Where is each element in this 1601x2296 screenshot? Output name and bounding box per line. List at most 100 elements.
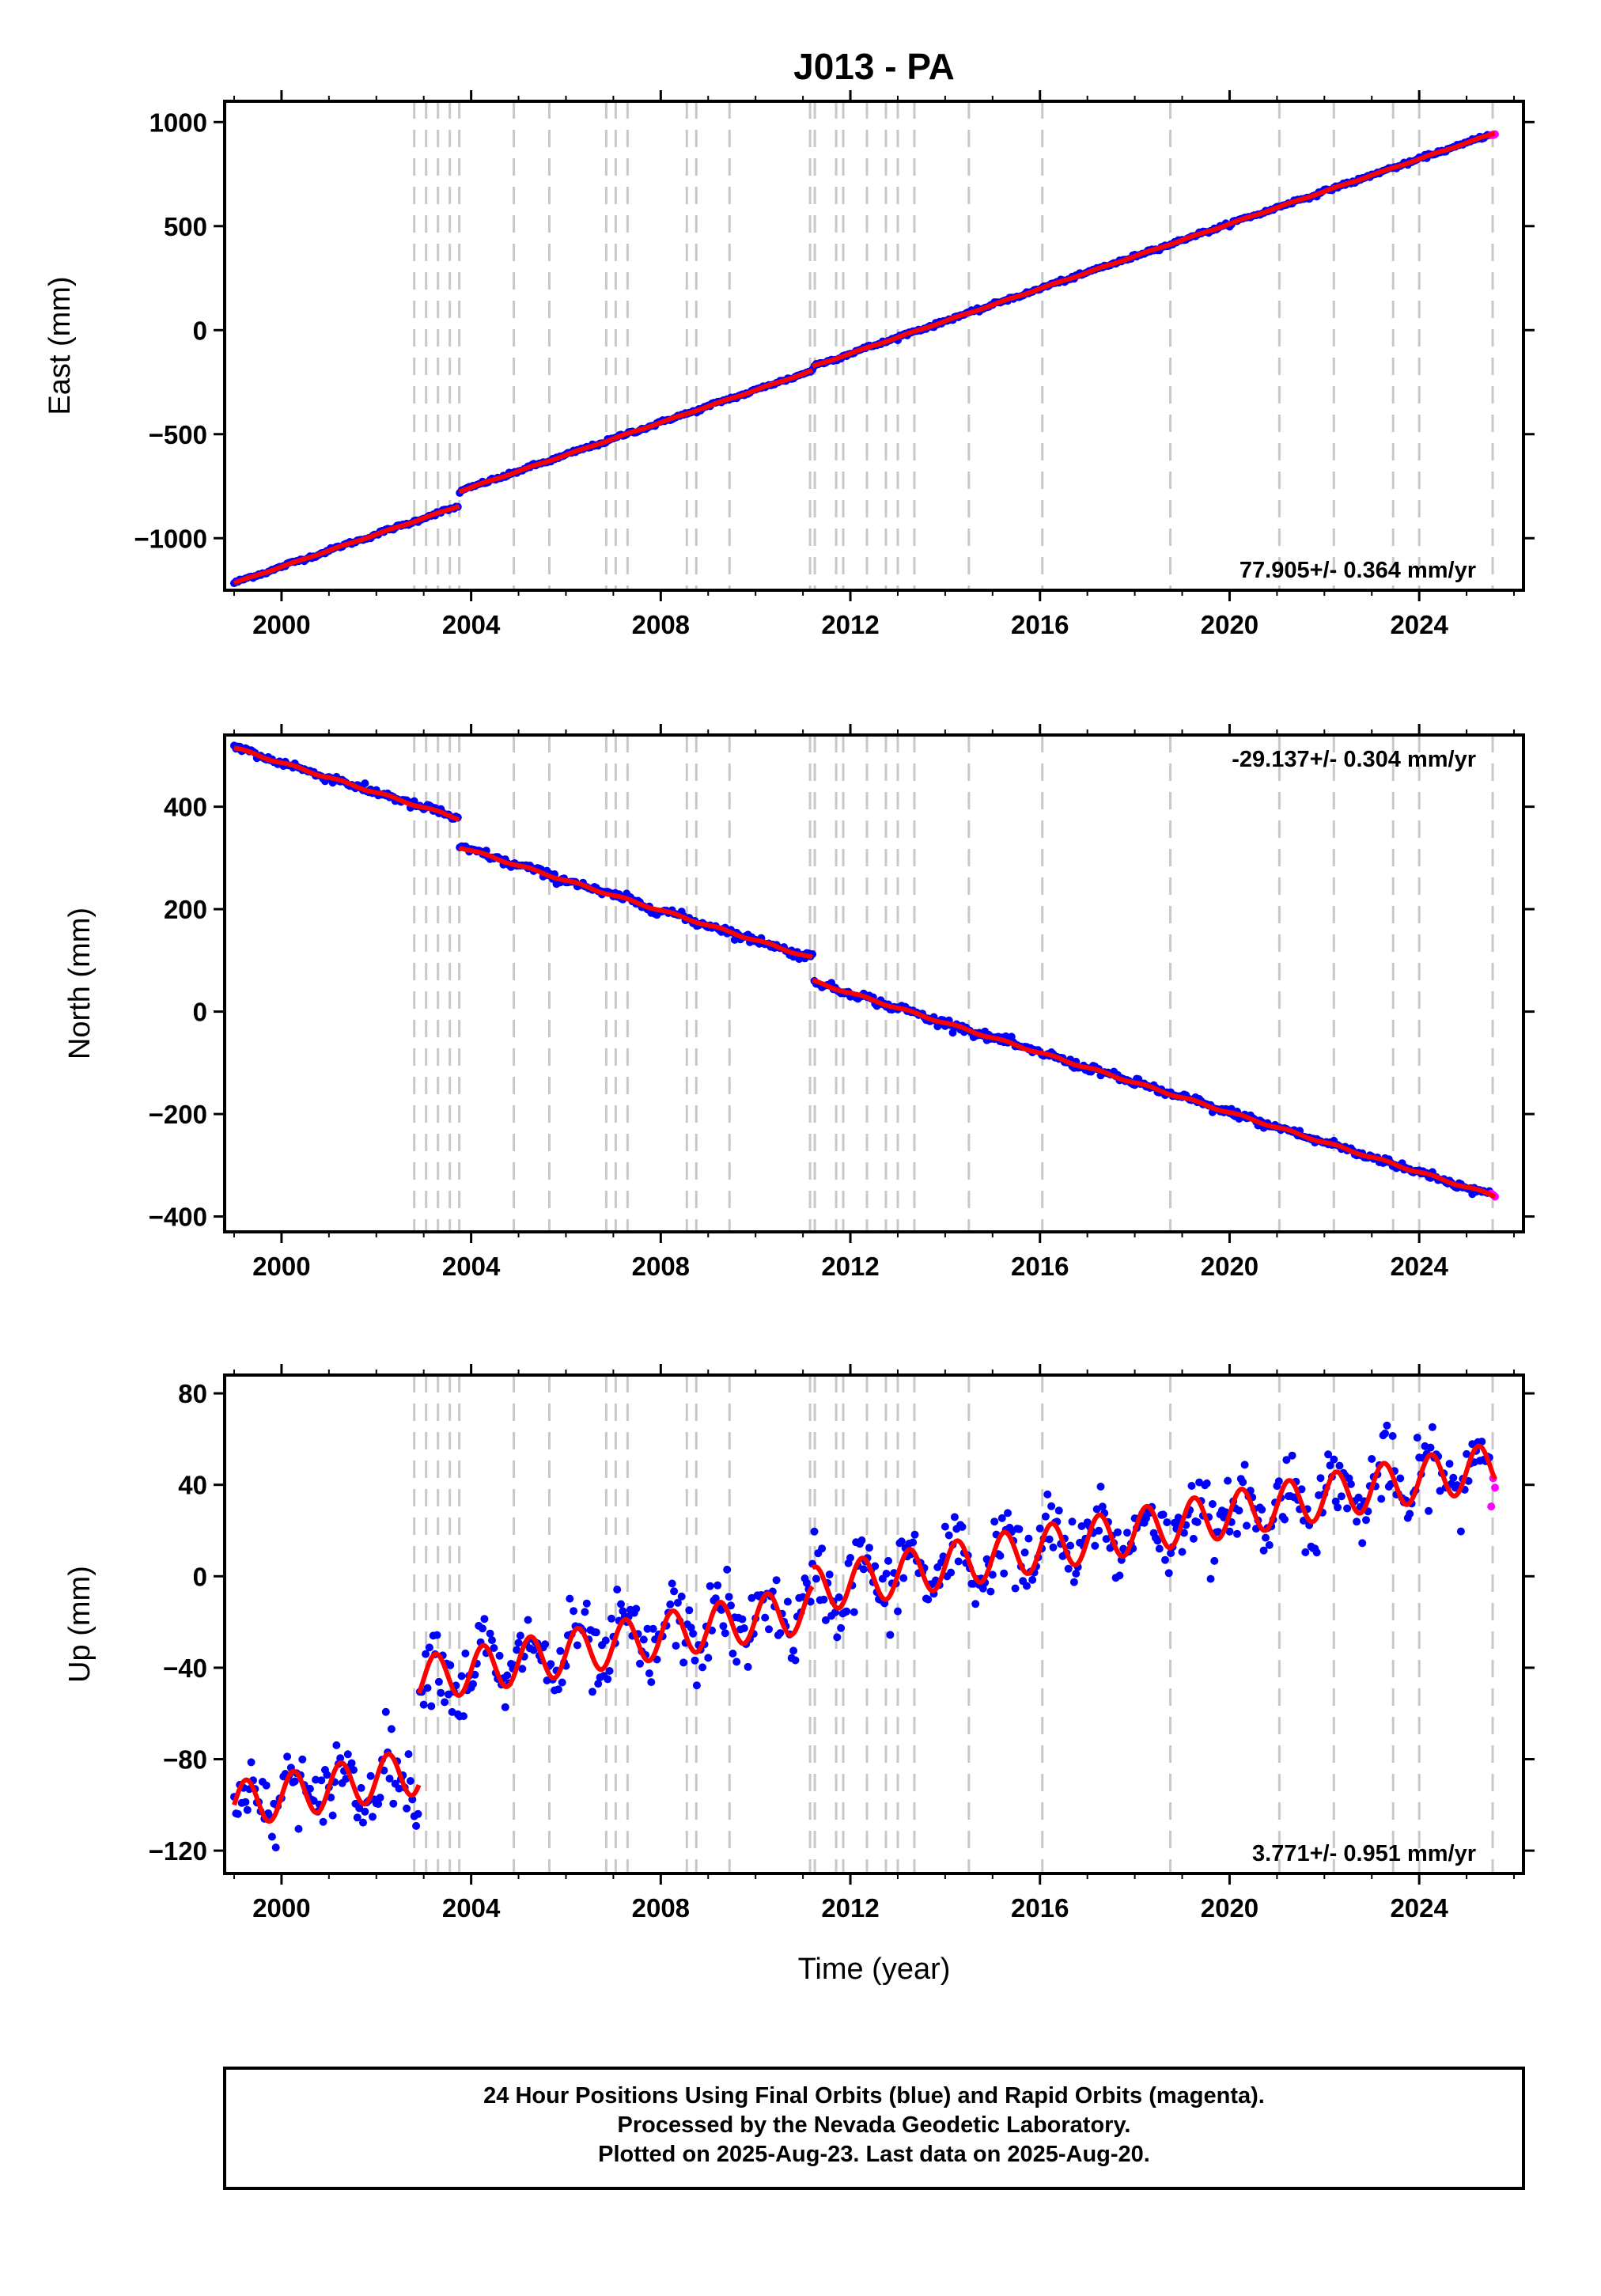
final-orbit-point xyxy=(446,1661,455,1669)
final-orbit-point xyxy=(514,1639,523,1647)
final-orbit-point xyxy=(1000,1569,1009,1578)
final-orbit-point xyxy=(691,1656,699,1665)
final-orbit-point xyxy=(513,1646,521,1654)
final-orbit-point xyxy=(414,1809,422,1818)
final-orbit-point xyxy=(1069,1578,1078,1586)
final-orbit-point xyxy=(1047,1502,1056,1510)
final-orbit-point xyxy=(1243,1521,1251,1530)
final-orbit-point xyxy=(1425,1506,1433,1515)
final-orbit-point xyxy=(988,1570,997,1579)
final-orbit-point xyxy=(1413,1434,1421,1442)
final-orbit-point xyxy=(1072,1570,1081,1578)
final-orbit-point xyxy=(1068,1517,1077,1526)
final-orbit-point xyxy=(776,1629,785,1638)
final-orbit-point xyxy=(698,1663,707,1672)
rapid-orbit-point xyxy=(1487,1502,1496,1511)
y-tick-label: −120 xyxy=(149,1836,207,1866)
final-orbit-point xyxy=(1478,1438,1486,1446)
final-orbit-point xyxy=(704,1654,713,1662)
final-orbit-point xyxy=(990,1517,999,1526)
final-orbit-point xyxy=(1354,1493,1363,1502)
final-orbit-point xyxy=(636,1659,644,1668)
x-tick-label: 2000 xyxy=(252,1252,310,1281)
final-orbit-point xyxy=(846,1554,854,1562)
final-orbit-point xyxy=(503,1671,512,1680)
final-orbit-point xyxy=(357,1783,365,1792)
footer-line-2: Processed by the Nevada Geodetic Laborat… xyxy=(618,2112,1131,2138)
final-orbit-point xyxy=(1015,1525,1024,1533)
final-orbit-point xyxy=(1377,1495,1386,1503)
model-fit-line xyxy=(233,745,1496,1199)
final-orbit-point xyxy=(886,1631,895,1639)
final-orbit-point xyxy=(971,1600,980,1608)
x-tick-label: 2020 xyxy=(1201,1252,1258,1281)
final-orbit-point xyxy=(672,1642,680,1650)
final-orbit-point xyxy=(1208,1500,1217,1508)
final-orbit-point xyxy=(573,1641,581,1650)
final-orbit-point xyxy=(1282,1456,1291,1464)
final-orbit-point xyxy=(802,1578,811,1587)
x-tick-label: 2004 xyxy=(442,1252,501,1281)
final-orbit-point xyxy=(298,1755,307,1764)
final-orbit-point xyxy=(1028,1575,1037,1584)
final-orbit-point xyxy=(524,1616,532,1624)
final-orbit-point xyxy=(566,1594,574,1603)
final-orbit-point xyxy=(319,1817,327,1826)
final-orbit-point xyxy=(727,1601,735,1610)
final-orbit-point xyxy=(1239,1478,1247,1487)
final-orbit-point xyxy=(347,1759,356,1767)
final-orbit-point xyxy=(262,1781,271,1790)
x-tick-label: 2024 xyxy=(1390,1893,1448,1923)
final-orbit-point xyxy=(1428,1423,1436,1431)
final-orbit-point xyxy=(711,1594,720,1603)
y-axis-label: Up (mm) xyxy=(63,1566,97,1683)
final-orbit-point xyxy=(1331,1497,1340,1506)
y-axis-label: North (mm) xyxy=(63,907,97,1059)
final-orbit-point xyxy=(369,1813,377,1821)
model-fit-line xyxy=(233,131,1496,585)
final-orbit-point xyxy=(857,1536,866,1544)
final-orbit-point xyxy=(1368,1455,1376,1463)
model-fit-line xyxy=(232,1443,1497,1824)
final-orbit-point xyxy=(1330,1455,1338,1464)
final-orbit-point xyxy=(457,1672,466,1680)
x-tick-label: 2004 xyxy=(442,610,501,639)
y-tick-label: 40 xyxy=(178,1471,207,1500)
final-orbit-point xyxy=(1045,1535,1054,1544)
final-orbit-point xyxy=(592,1628,600,1637)
final-orbit-point xyxy=(668,1579,676,1588)
final-orbit-point xyxy=(1011,1584,1020,1593)
final-orbit-point xyxy=(480,1615,489,1623)
final-orbit-point xyxy=(1098,1502,1107,1511)
final-orbit-point xyxy=(355,1804,364,1813)
final-orbit-point xyxy=(1035,1524,1044,1533)
x-axis-label: Time (year) xyxy=(798,1953,951,1986)
event-lines xyxy=(413,1375,1494,1874)
final-orbit-point xyxy=(871,1562,880,1570)
final-orbit-point xyxy=(1426,1443,1435,1452)
final-orbit-point xyxy=(1155,1544,1164,1553)
final-orbit-point xyxy=(789,1646,798,1655)
final-orbit-point xyxy=(645,1669,653,1677)
final-orbit-point xyxy=(1259,1546,1268,1555)
final-orbit-point xyxy=(842,1607,851,1616)
final-orbit-point xyxy=(604,1675,612,1684)
final-orbit-point xyxy=(986,1587,995,1596)
final-orbit-point xyxy=(433,1631,441,1639)
final-orbit-point xyxy=(1233,1529,1241,1538)
plot-frame xyxy=(223,100,1525,592)
y-tick-label: −1000 xyxy=(134,524,207,553)
final-orbit-point xyxy=(1167,1549,1175,1558)
y-tick-label: −500 xyxy=(149,420,207,449)
final-orbit-point xyxy=(1153,1536,1162,1545)
final-orbit-point xyxy=(1024,1534,1033,1543)
x-tick-label: 2016 xyxy=(1011,1893,1069,1923)
final-orbit-point xyxy=(1265,1540,1274,1549)
final-orbit-point xyxy=(679,1658,688,1667)
final-orbit-point xyxy=(643,1624,652,1633)
final-orbit-point xyxy=(613,1586,622,1594)
final-orbit-point xyxy=(406,1777,414,1785)
final-orbit-point xyxy=(495,1651,504,1660)
final-orbit-point xyxy=(723,1565,732,1574)
